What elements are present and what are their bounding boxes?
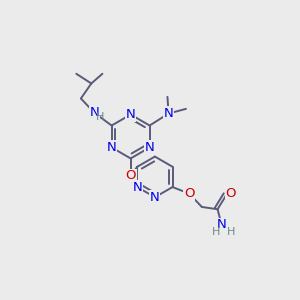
Text: N: N <box>164 107 173 120</box>
Text: N: N <box>217 218 226 232</box>
Text: H: H <box>227 227 235 237</box>
Text: O: O <box>125 169 136 182</box>
Text: N: N <box>145 141 154 154</box>
Text: O: O <box>225 187 236 200</box>
Text: O: O <box>184 187 194 200</box>
Text: N: N <box>150 191 160 204</box>
Text: N: N <box>132 181 142 194</box>
Text: N: N <box>107 141 116 154</box>
Text: H: H <box>96 112 104 122</box>
Text: N: N <box>126 108 136 121</box>
Text: N: N <box>89 106 99 119</box>
Text: H: H <box>212 227 220 237</box>
